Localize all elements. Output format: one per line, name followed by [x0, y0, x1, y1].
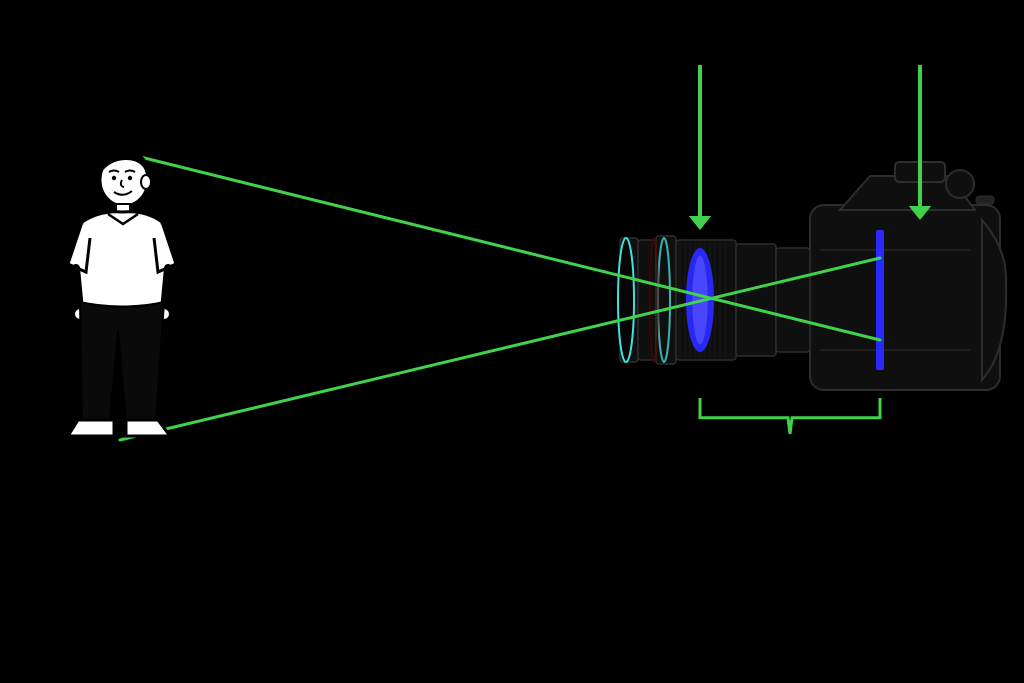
camera-body: [810, 162, 1006, 390]
focal-length-bracket: [700, 398, 880, 434]
camera-sensor: [876, 230, 884, 370]
arrow-to-lens: [689, 65, 711, 230]
diagram-canvas: [0, 0, 1024, 683]
subject-person: [68, 150, 176, 436]
